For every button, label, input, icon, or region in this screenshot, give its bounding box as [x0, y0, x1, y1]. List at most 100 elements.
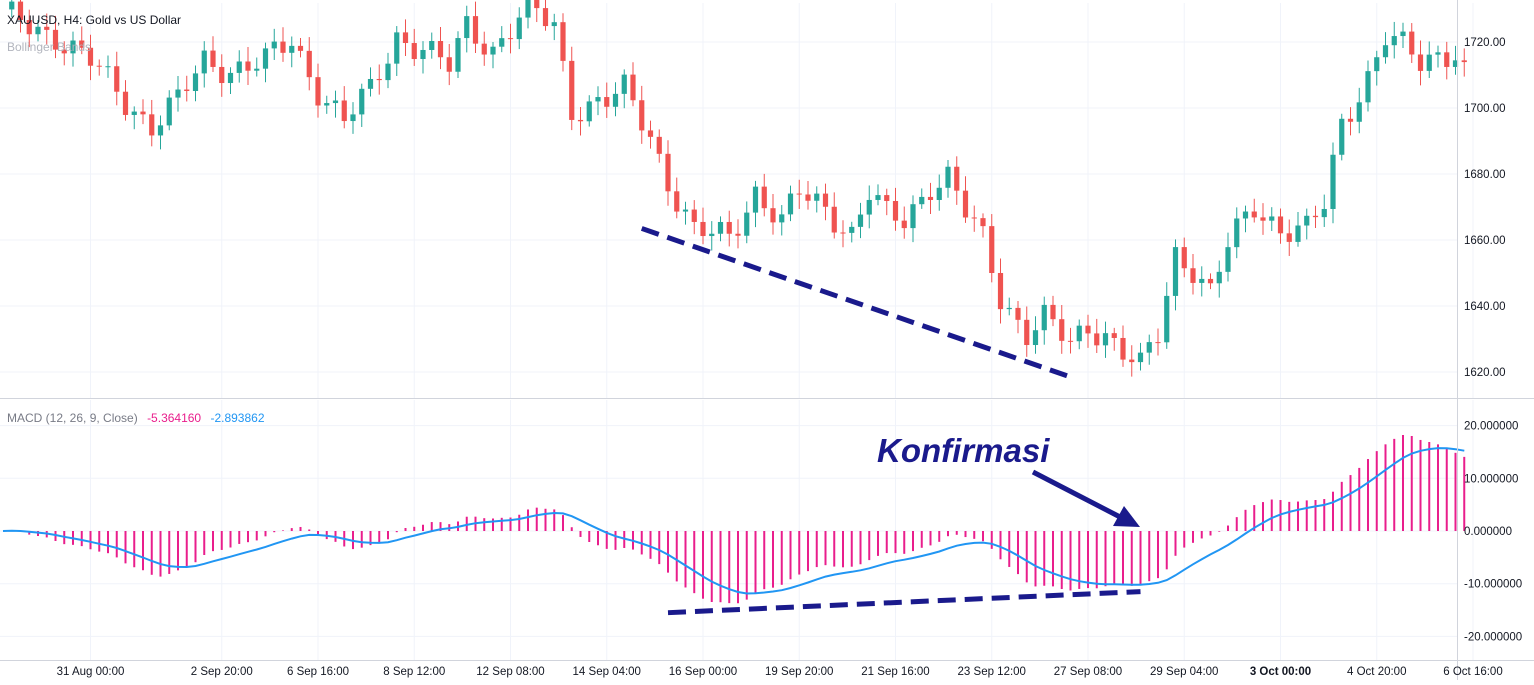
candle-body — [586, 101, 592, 122]
candle-body — [297, 45, 304, 51]
candle-body — [1085, 325, 1091, 334]
candle-body — [735, 233, 741, 236]
candle-body — [919, 196, 925, 205]
candle-body — [61, 49, 67, 54]
candle-body — [280, 41, 286, 53]
candle-body — [709, 233, 715, 237]
candle-body — [455, 38, 461, 72]
indicator-label-bollinger[interactable]: Bollinger Bands — [7, 40, 92, 54]
candle-body — [814, 193, 820, 201]
candle-body — [17, 1, 24, 21]
candle-body — [1190, 268, 1196, 283]
candle-body — [1461, 60, 1467, 63]
candle-body — [971, 217, 977, 219]
candle-body — [647, 130, 654, 137]
candle-body — [157, 125, 164, 136]
candle-body — [472, 16, 479, 44]
candle-body — [840, 232, 846, 234]
time-tick-label: 12 Sep 08:00 — [476, 666, 544, 678]
candle-body — [1059, 319, 1065, 341]
candle-body — [490, 46, 496, 55]
candle-body — [1041, 304, 1047, 331]
candle-body — [1304, 215, 1310, 226]
candle-body — [315, 77, 321, 106]
candle-body — [1216, 271, 1222, 284]
candle-body — [761, 186, 767, 209]
candle-body — [516, 17, 522, 40]
candle-body — [1417, 54, 1424, 71]
candle-body — [997, 272, 1004, 310]
candle-body — [1172, 247, 1179, 296]
candle-body — [892, 200, 899, 221]
time-tick-label: 27 Sep 08:00 — [1054, 666, 1122, 678]
candle-body — [1094, 333, 1100, 346]
candle-body — [1339, 118, 1345, 155]
candle-body — [507, 38, 514, 40]
candle-body — [945, 166, 951, 188]
candle-body — [394, 32, 400, 64]
time-tick-label: 2 Sep 20:00 — [191, 666, 253, 678]
candle-body — [604, 97, 610, 107]
candle-body — [980, 218, 986, 227]
candle-body — [1444, 52, 1450, 67]
candle-body — [1426, 54, 1432, 71]
candle-body — [1365, 71, 1371, 103]
candle-body — [831, 206, 837, 233]
macd-divergence-line — [667, 589, 1141, 616]
candle-body — [787, 193, 794, 215]
macd-tick-label: -10.000000 — [1464, 579, 1522, 591]
price-tick-label: 1660.00 — [1464, 235, 1506, 247]
candle-body — [26, 20, 32, 35]
candle-body — [499, 38, 505, 47]
candle-body — [1102, 333, 1109, 346]
candle-body — [1312, 215, 1319, 218]
candle-body — [1111, 333, 1117, 338]
symbol-title[interactable]: XAUUSD, H4: Gold vs US Dollar — [7, 13, 182, 27]
candle-body — [542, 8, 549, 27]
annotation-arrowhead — [1113, 506, 1140, 527]
macd-legend[interactable]: MACD (12, 26, 9, Close) -5.364160 -2.893… — [7, 411, 265, 425]
candle-body — [1452, 60, 1459, 67]
candle-body — [1286, 233, 1292, 242]
time-tick-label: 23 Sep 12:00 — [958, 666, 1026, 678]
candle-body — [1356, 102, 1362, 122]
candle-body — [140, 111, 146, 115]
candle-body — [376, 78, 382, 81]
time-tick-label: 21 Sep 16:00 — [861, 666, 929, 678]
candle-body — [149, 114, 155, 136]
candle-body — [332, 100, 339, 104]
candle-body — [551, 22, 557, 27]
time-tick-label: 29 Sep 04:00 — [1150, 666, 1218, 678]
candle-body — [1137, 352, 1144, 363]
candle-body — [1015, 307, 1021, 320]
candle-body — [227, 72, 234, 84]
price-tick-label: 1720.00 — [1464, 37, 1506, 49]
candle-body — [271, 41, 277, 49]
candle-body — [656, 136, 662, 154]
candle-body — [175, 89, 181, 98]
time-tick-label: 14 Sep 04:00 — [573, 666, 641, 678]
candle-body — [1067, 340, 1074, 342]
price-tick-label: 1640.00 — [1464, 301, 1506, 313]
candle-body — [411, 43, 417, 60]
candle-body — [324, 103, 330, 106]
candle-body — [1146, 342, 1152, 353]
candle-body — [219, 66, 225, 84]
candle-body — [1234, 218, 1240, 248]
time-tick-label: 19 Sep 20:00 — [765, 666, 833, 678]
candle-body — [717, 221, 724, 234]
candle-body — [184, 89, 190, 92]
candle-body — [936, 187, 942, 200]
time-tick-label: 8 Sep 12:00 — [383, 666, 445, 678]
konfirmasi-annotation: Konfirmasi — [877, 432, 1050, 469]
candle-body — [402, 32, 409, 44]
candle-body — [367, 78, 374, 89]
candle-body — [569, 60, 575, 120]
candle-body — [44, 26, 50, 30]
candle-body — [857, 214, 864, 227]
candle-body — [639, 100, 645, 131]
candle-body — [1321, 208, 1327, 218]
candle-body — [359, 88, 365, 115]
